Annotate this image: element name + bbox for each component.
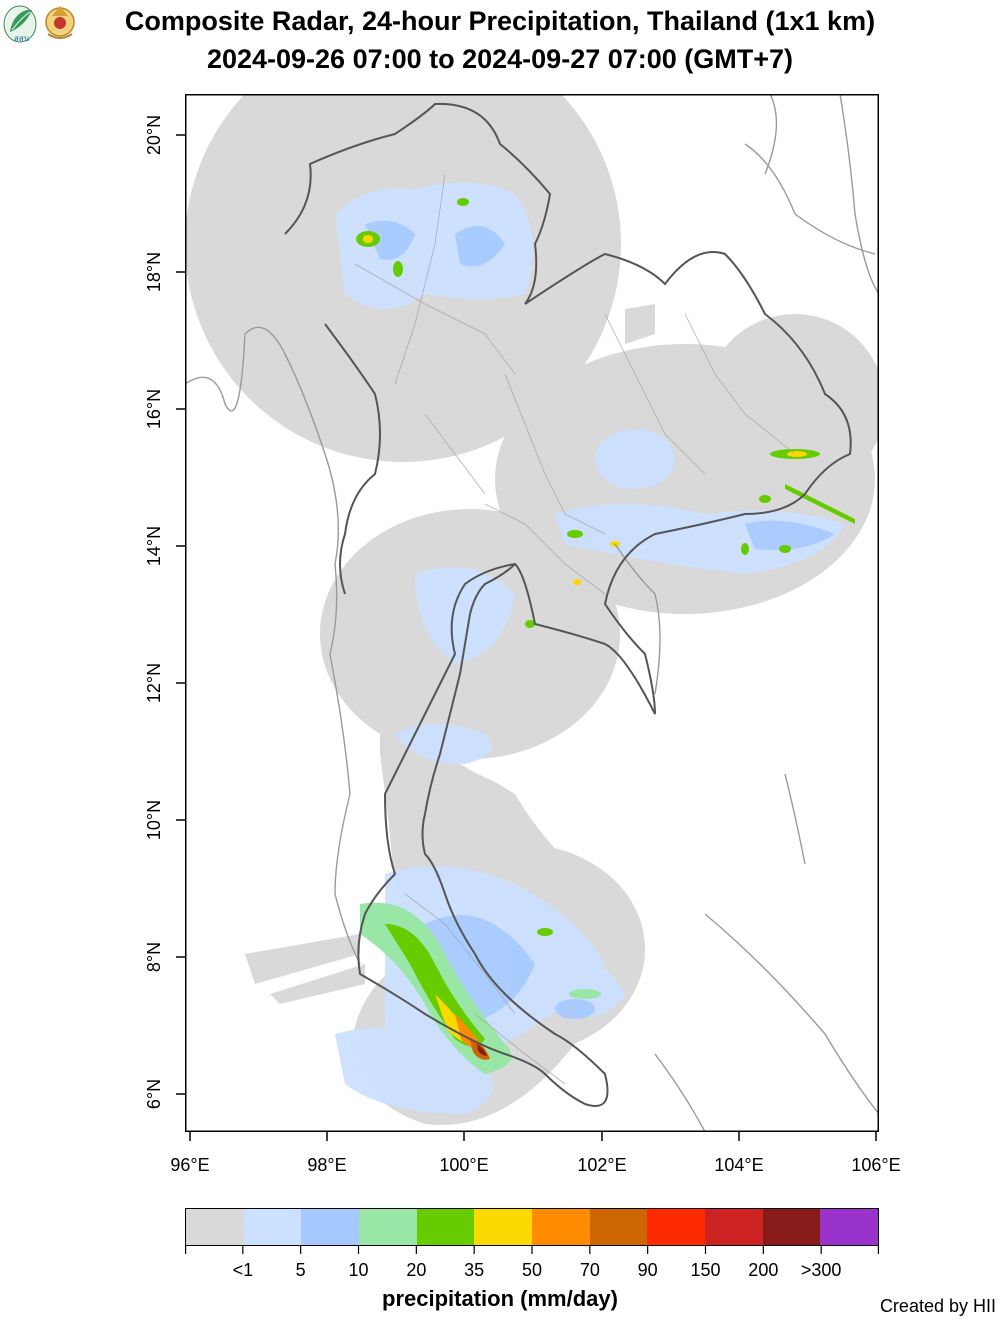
x-tick-label: 98°E <box>307 1155 346 1175</box>
y-tick-label: 16°N <box>144 389 164 429</box>
colorbar-label: 200 <box>748 1260 779 1280</box>
precipitation-colorbar <box>185 1208 879 1246</box>
radar-map <box>185 94 879 1132</box>
y-tick-label: 8°N <box>144 942 164 972</box>
neighbor-borders <box>185 94 879 1132</box>
colorbar-swatch <box>532 1209 590 1245</box>
y-tick-label: 14°N <box>144 526 164 566</box>
colorbar-swatch <box>474 1209 533 1245</box>
colorbar-swatch <box>243 1209 302 1245</box>
colorbar-label: 50 <box>521 1260 543 1280</box>
x-tick-label: 102°E <box>577 1155 626 1175</box>
colorbar-ticks <box>185 1246 879 1254</box>
map-subtitle-time-range: 2024-09-26 07:00 to 2024-09-27 07:00 (GM… <box>206 44 794 74</box>
credit-text: Created by HII <box>879 1296 996 1316</box>
colorbar-label: 5 <box>295 1260 306 1280</box>
map-frame-border <box>185 94 879 1132</box>
colorbar-label: 20 <box>406 1260 427 1280</box>
y-tick-label: 10°N <box>144 800 164 840</box>
leaf-logo-icon: สสน <box>3 5 37 43</box>
y-tick-label: 18°N <box>144 252 164 292</box>
colorbar-swatch <box>416 1209 475 1245</box>
thailand-border <box>284 102 852 1107</box>
x-tick-label: 96°E <box>170 1155 209 1175</box>
colorbar-swatch <box>647 1209 706 1245</box>
logo-left-text: สสน <box>14 34 30 43</box>
colorbar-swatch <box>705 1209 763 1245</box>
colorbar-swatch <box>820 1209 879 1245</box>
colorbar-swatch <box>301 1209 360 1245</box>
colorbar-label: 150 <box>690 1260 721 1280</box>
colorbar-swatch <box>589 1209 648 1245</box>
colorbar-title: precipitation (mm/day) <box>382 1286 618 1311</box>
y-tick-label: 12°N <box>144 663 164 703</box>
map-title: Composite Radar, 24-hour Precipitation, … <box>124 6 876 36</box>
agency-logos: สสน <box>2 2 82 46</box>
royal-emblem-icon <box>45 6 75 39</box>
x-tick-label: 100°E <box>439 1155 488 1175</box>
colorbar-label: <1 <box>232 1260 254 1280</box>
colorbar-label: 10 <box>348 1260 369 1280</box>
province-borders <box>354 173 796 1085</box>
y-tick-label: 6°N <box>144 1079 164 1109</box>
colorbar-label: 35 <box>464 1260 485 1280</box>
colorbar-label: >300 <box>800 1260 842 1280</box>
colorbar-swatch <box>359 1209 417 1245</box>
colorbar-swatch <box>186 1209 244 1245</box>
x-tick-label: 106°E <box>851 1155 900 1175</box>
colorbar-swatch <box>762 1209 821 1245</box>
rain-heavy <box>356 198 855 1074</box>
colorbar-label: 90 <box>637 1260 658 1280</box>
y-tick-label: 20°N <box>144 115 164 155</box>
colorbar-labels: <1 5 10 20 35 50 70 90 150 200 >300 <box>185 1260 879 1284</box>
colorbar-label: 70 <box>579 1260 600 1280</box>
x-tick-label: 104°E <box>714 1155 763 1175</box>
